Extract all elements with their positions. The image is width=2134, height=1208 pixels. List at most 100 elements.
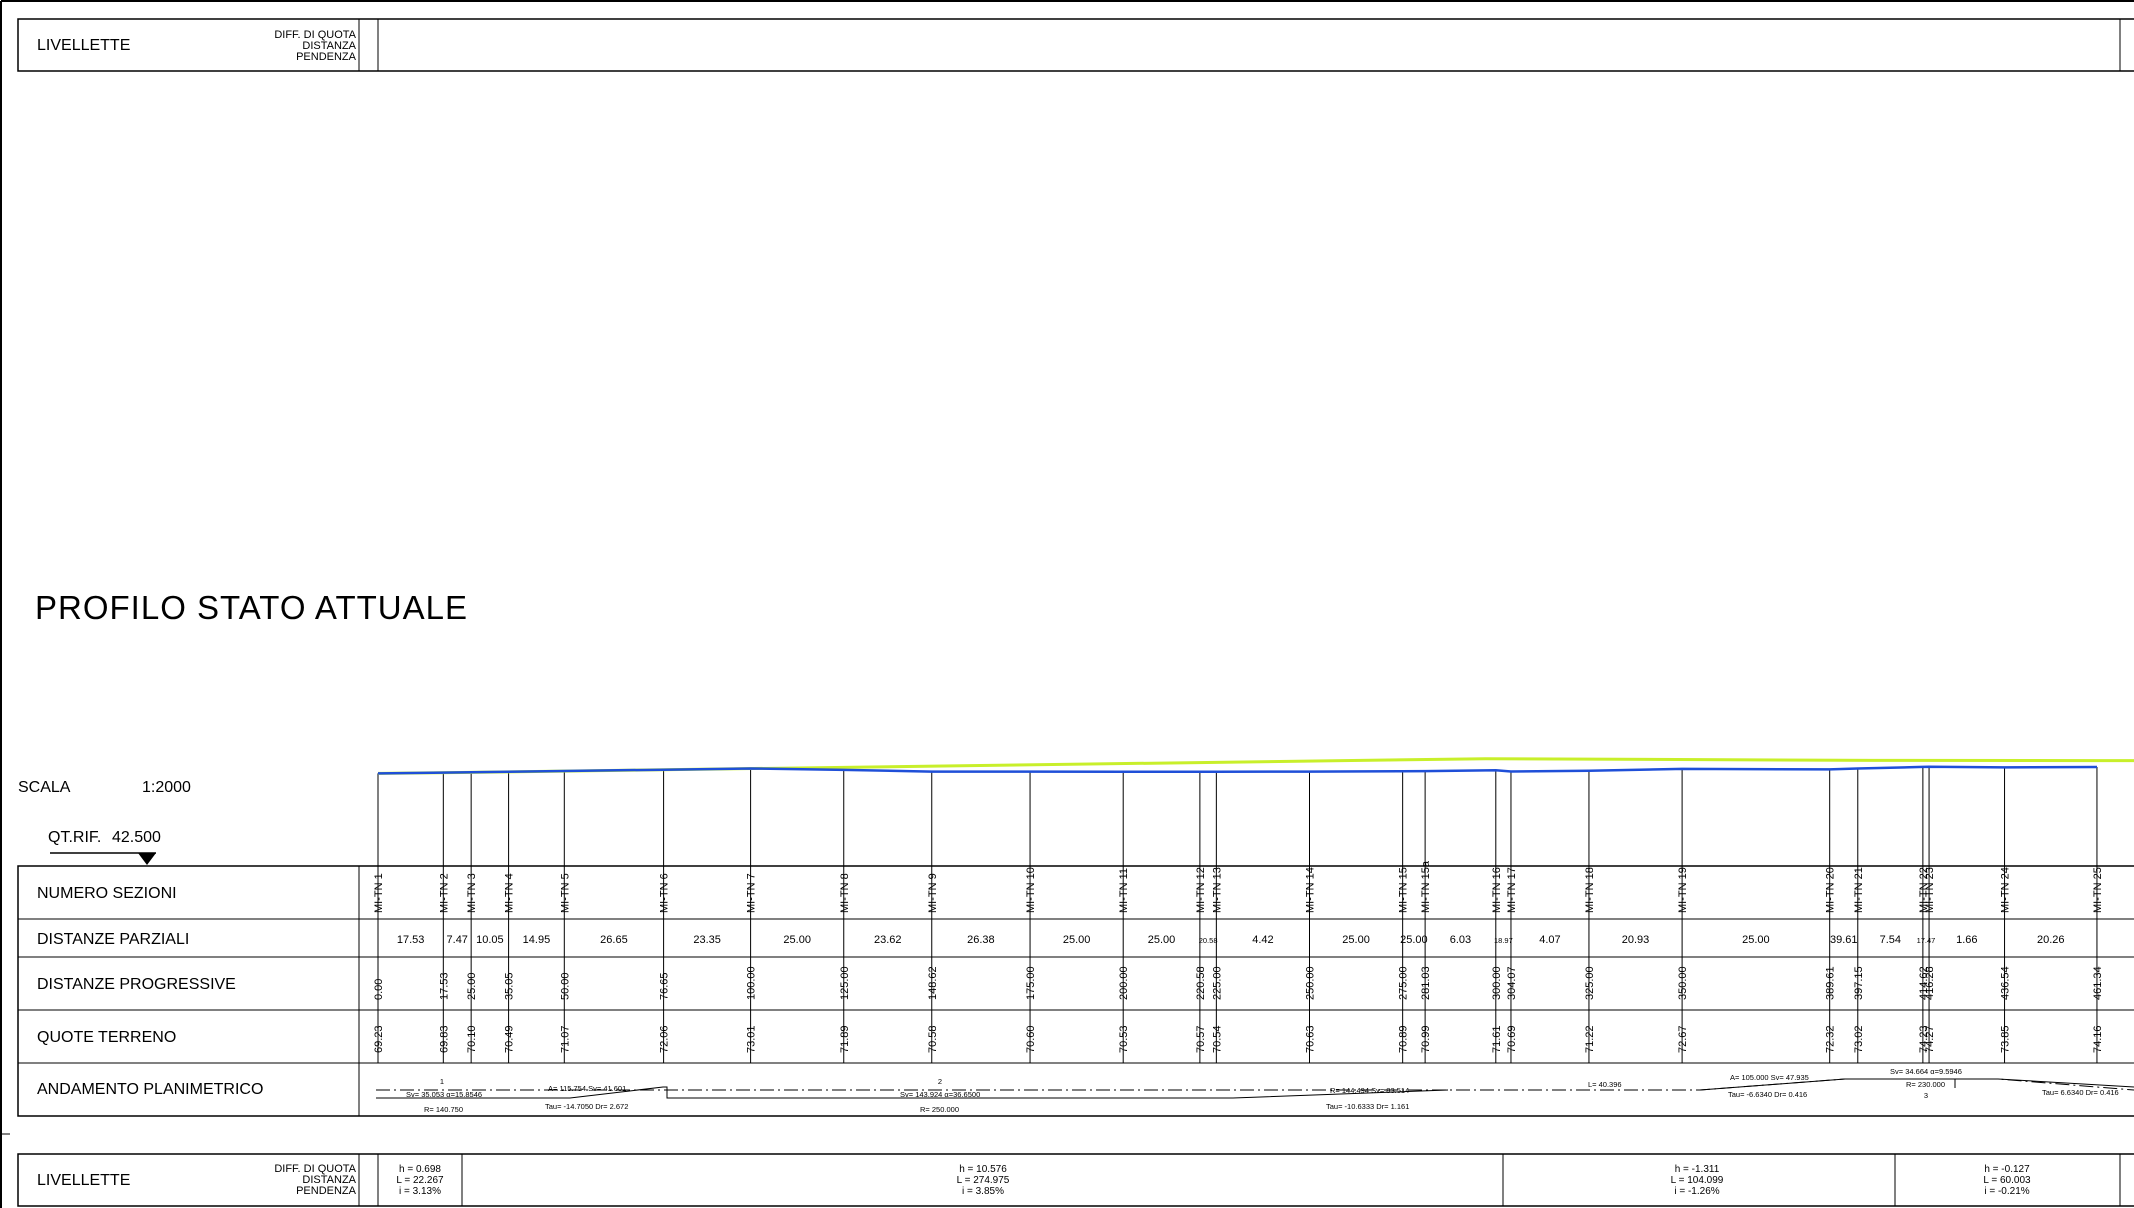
partial-distance: 20.93 [1622,934,1650,946]
section-progressive: 436.54 [2000,966,2012,1000]
section-name: MI-TN 4 [504,873,516,913]
segment-2-i: i = 3.85% [962,1186,1004,1197]
terrain-profile-line [377,765,2098,775]
section-quota: 73.01 [746,1025,758,1053]
partial-distance: 25.00 [1342,934,1370,946]
bottom-livellette-label-pend: PENDENZA [296,1185,357,1197]
row-title-andamento-planimetrico: ANDAMENTO PLANIMETRICO [37,1081,263,1098]
section-quota: 70.99 [1420,1025,1432,1053]
section-quota: 71.07 [559,1025,571,1053]
data-table-frame [17,865,2134,1117]
partial-distance: 23.35 [693,934,721,946]
top-livellette-table: LIVELLETTE DIFF. DI QUOTA DISTANZA PENDE… [17,18,2134,72]
plan-label-r-3: R= 144.494 Sv= 83.514 [1330,1086,1409,1095]
section-quota: 70.10 [466,1025,478,1053]
profile-title: PROFILO STATO ATTUALE [35,589,468,626]
alignment-curve-3 [1699,1078,2134,1091]
section-quota: 71.22 [1584,1025,1596,1053]
section-quota: 70.69 [1506,1025,1518,1053]
section-progressive: 175.00 [1025,966,1037,1000]
partial-distance: 17.53 [397,934,425,946]
segment-2-l: L = 274.975 [957,1175,1010,1186]
section-name: MI-TN 9 [927,873,939,913]
section-progressive: 50.00 [559,972,571,1000]
section-name: MI-TN 16 [1491,867,1503,913]
section-name: MI-TN 3 [466,873,478,913]
section-progressive: 76.65 [659,972,671,1000]
section-quota: 69.83 [438,1025,450,1053]
partial-distance: 4.42 [1252,934,1273,946]
section-progressive: 304.07 [1506,966,1518,1000]
partial-distance: 14.95 [523,934,551,946]
top-livellette-title: LIVELLETTE [37,37,130,54]
section-quota: 70.53 [1118,1025,1130,1053]
partial-distance: 23.62 [874,934,902,946]
section-quota: 70.58 [927,1025,939,1053]
curve-number-3: 3 [1924,1091,1928,1100]
section-progressive: 250.00 [1305,966,1317,1000]
segment-3-i: i = -1.26% [1674,1186,1719,1197]
section-name: MI-TN 17 [1506,867,1518,913]
bottom-livellette-label-diff: DIFF. DI QUOTA [274,1163,356,1175]
section-progressive: 225.00 [1211,966,1223,1000]
section-progressive: 325.00 [1584,966,1596,1000]
section-name: MI-TN 10 [1025,867,1037,913]
partial-distance: 25.00 [1400,934,1428,946]
partial-distance: 39.61 [1830,934,1858,946]
section-cells: MI-TN 1 0.00 69.23 MI-TN 2 17.53 69.83 MI-TN 3… [373,860,2104,1063]
curve-number-1: 1 [440,1077,444,1086]
bottom-livellette-title: LIVELLETTE [37,1172,130,1189]
partial-distance: 26.38 [967,934,995,946]
section-quota: 70.63 [1305,1025,1317,1053]
curve-number-2: 2 [938,1077,942,1086]
section-quota: 72.67 [1677,1025,1689,1053]
section-quota: 74.16 [2092,1025,2104,1053]
top-livellette-frame [17,18,2134,72]
row-title-distanze-parziali: DISTANZE PARZIALI [37,931,189,948]
section-name: MI-TN 2 [438,873,450,913]
partial-distance: 18.97 [1494,936,1513,945]
section-name: MI-TN 21 [1853,867,1865,913]
scale-value: 1:2000 [142,779,191,796]
top-livellette-label-pend: PENDENZA [296,51,357,63]
section-progressive: 200.00 [1118,966,1130,1000]
partial-distance: 1.66 [1956,934,1977,946]
segment-4-h: h = -0.127 [1984,1164,2030,1175]
bottom-livellette-table: LIVELLETTE DIFF. DI QUOTA DISTANZA PENDE… [17,1153,2134,1207]
row-title-numero-sezioni: NUMERO SEZIONI [37,885,177,902]
section-progressive: 148.62 [927,966,939,1000]
reference-value: 42.500 [112,829,161,846]
section-name: MI-TN 12 [1195,867,1207,913]
plan-label-r-1: R= 140.750 [424,1105,463,1114]
partial-distance: 7.54 [1880,934,1901,946]
section-progressive: 25.00 [466,972,478,1000]
section-progressive: 275.00 [1398,966,1410,1000]
partial-distance: 25.00 [1063,934,1091,946]
segment-1-l: L = 22.267 [396,1175,444,1186]
profile-data-table: NUMERO SEZIONI DISTANZE PARZIALI DISTANZ… [17,860,2134,1117]
plan-label-tau-6: Tau= 6.6340 Dr= 0.416 [2042,1088,2119,1097]
section-quota: 70.54 [1211,1025,1223,1053]
bottom-livellette-frame [17,1153,2134,1207]
section-progressive: 416.28 [1924,966,1936,1000]
section-quota: 71.61 [1491,1025,1503,1053]
section-name: MI-TN 24 [2000,867,2012,913]
section-progressive: 461.34 [2092,966,2104,1000]
plan-label-tau-5: Tau= -6.6340 Dr= 0.416 [1728,1090,1807,1099]
section-quota: 70.57 [1195,1025,1207,1053]
section-progressive: 397.15 [1853,966,1865,1000]
section-progressive: 389.61 [1825,966,1837,1000]
section-progressive: 17.53 [438,972,450,1000]
plan-label-tau-1: Tau= -14.7050 Dr= 2.672 [545,1102,628,1111]
section-name: MI-TN 6 [659,873,671,913]
section-progressive: 300.00 [1491,966,1503,1000]
section-quota: 70.89 [1398,1025,1410,1053]
reference-triangle-icon [138,853,156,865]
partial-distance: 25.00 [1742,934,1770,946]
plan-label-sv-3: Sv= 34.664 α=9.5946 [1890,1067,1962,1076]
section-progressive: 350.00 [1677,966,1689,1000]
scale-label: SCALA [18,779,71,796]
section-name: MI-TN 15 [1398,867,1410,913]
top-livellette-label-diff: DIFF. DI QUOTA [274,29,356,41]
